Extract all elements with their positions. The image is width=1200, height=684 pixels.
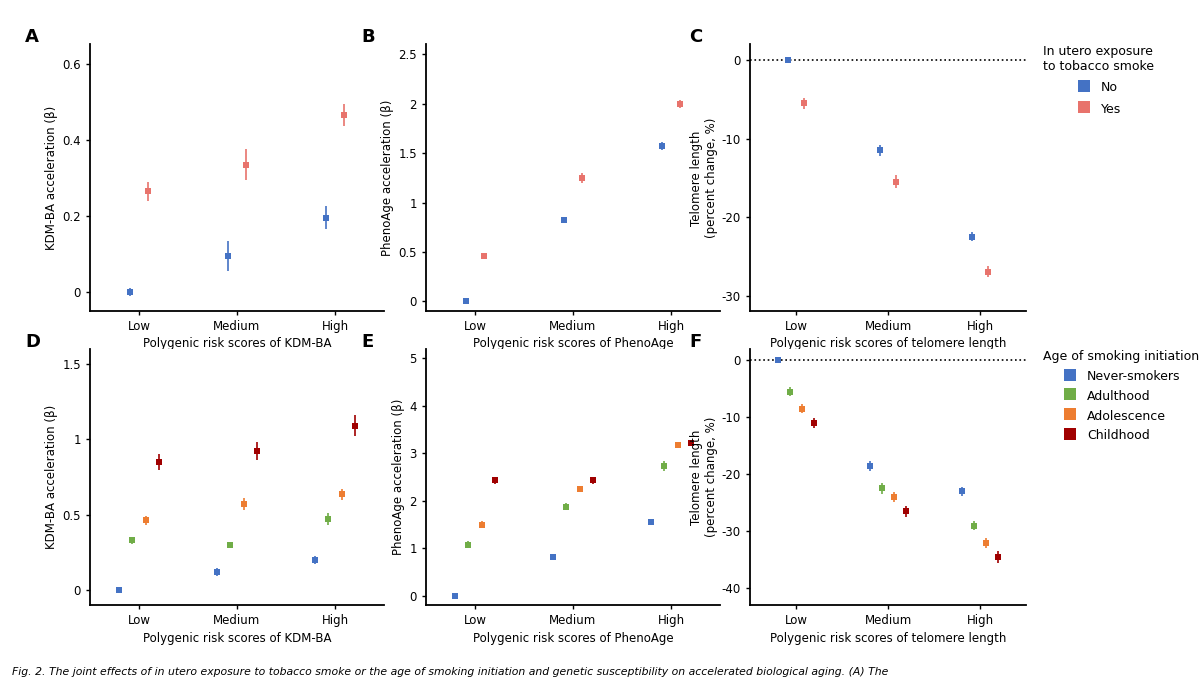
Text: Fig. 2. The joint effects of in utero exposure to tobacco smoke or the age of sm: Fig. 2. The joint effects of in utero ex…: [12, 667, 888, 677]
Y-axis label: PhenoAge acceleration (β): PhenoAge acceleration (β): [392, 399, 406, 555]
Legend: Never-smokers, Adulthood, Adolescence, Childhood: Never-smokers, Adulthood, Adolescence, C…: [1043, 350, 1200, 443]
Y-axis label: PhenoAge acceleration (β): PhenoAge acceleration (β): [382, 100, 394, 256]
X-axis label: Polygenic risk scores of telomere length: Polygenic risk scores of telomere length: [770, 631, 1006, 644]
X-axis label: Polygenic risk scores of PhenoAge: Polygenic risk scores of PhenoAge: [473, 631, 673, 644]
Y-axis label: Telomere length
(percent change, %): Telomere length (percent change, %): [690, 118, 718, 238]
Y-axis label: KDM-BA acceleration (β): KDM-BA acceleration (β): [46, 106, 58, 250]
X-axis label: Polygenic risk scores of KDM-BA: Polygenic risk scores of KDM-BA: [143, 337, 331, 350]
Text: D: D: [25, 334, 41, 352]
Text: A: A: [25, 29, 40, 47]
Legend: No, Yes: No, Yes: [1043, 45, 1154, 116]
X-axis label: Polygenic risk scores of telomere length: Polygenic risk scores of telomere length: [770, 337, 1006, 350]
Text: C: C: [689, 29, 702, 47]
Text: F: F: [689, 334, 702, 352]
Text: B: B: [361, 29, 374, 47]
Y-axis label: Telomere length
(percent change, %): Telomere length (percent change, %): [690, 417, 718, 537]
X-axis label: Polygenic risk scores of KDM-BA: Polygenic risk scores of KDM-BA: [143, 631, 331, 644]
Y-axis label: KDM-BA acceleration (β): KDM-BA acceleration (β): [46, 405, 58, 549]
Text: E: E: [361, 334, 373, 352]
X-axis label: Polygenic risk scores of PhenoAge: Polygenic risk scores of PhenoAge: [473, 337, 673, 350]
